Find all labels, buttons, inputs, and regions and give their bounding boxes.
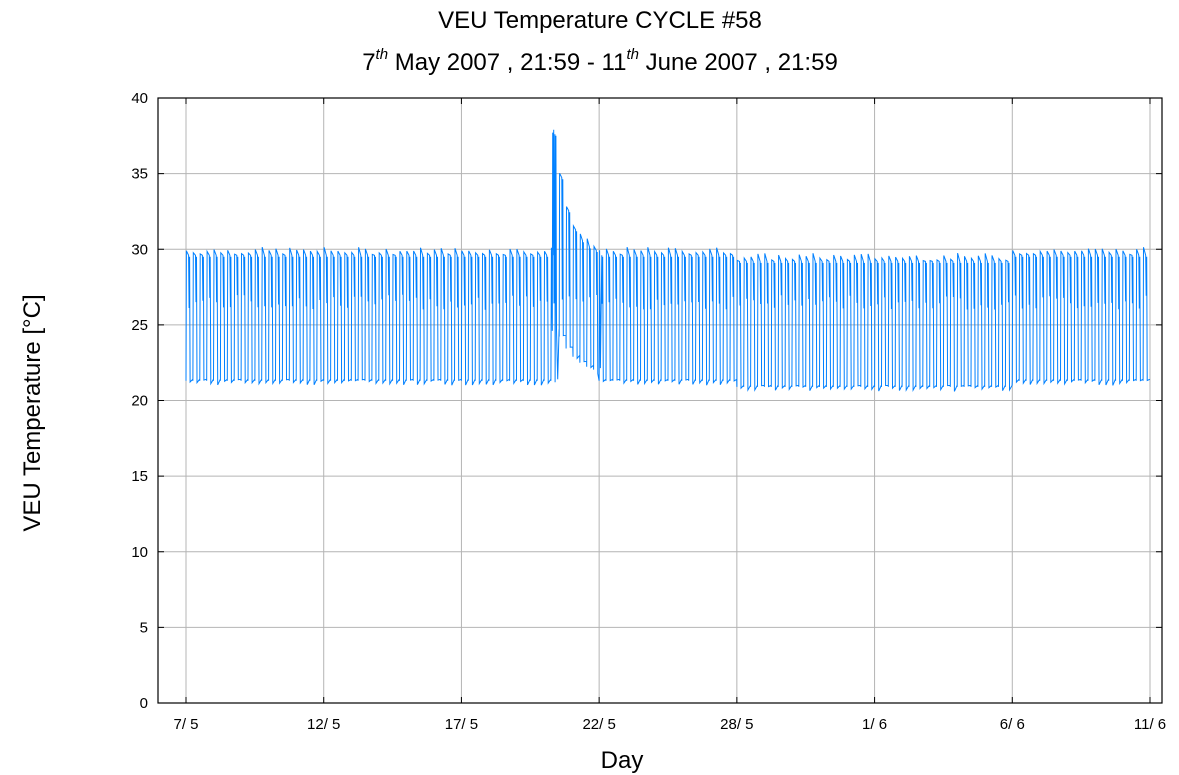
- y-axis-label: VEU Temperature [°C]: [19, 294, 46, 531]
- subtitle-middle: May 2007 , 21:59 - 11: [388, 49, 626, 76]
- x-tick-label: 11/ 6: [1134, 716, 1166, 733]
- y-tick-label: 40: [131, 90, 148, 107]
- y-tick-label: 35: [131, 166, 148, 183]
- grid: [158, 98, 1162, 703]
- ticks: 0 5 10 15 20 25 30 35 40 7/ 5 12/ 5 17/ 5 22/ 5 28/ 5…: [131, 90, 1166, 733]
- y-tick-label: 0: [140, 695, 148, 712]
- x-tick-label: 22/ 5: [582, 716, 615, 733]
- y-tick-label: 10: [131, 544, 148, 561]
- subtitle-start-day: 7: [362, 49, 375, 76]
- y-tick-label: 5: [140, 619, 148, 636]
- y-tick-label: 15: [131, 468, 148, 485]
- x-tick-label: 17/ 5: [445, 716, 478, 733]
- x-tick-label: 6/ 6: [1000, 716, 1025, 733]
- x-tick-label: 28/ 5: [720, 716, 753, 733]
- x-tick-label: 7/ 5: [173, 716, 198, 733]
- chart-subtitle: 7th May 2007 , 21:59 - 11th June 2007 , …: [362, 46, 838, 76]
- series-layer: [185, 129, 1151, 393]
- x-tick-label: 12/ 5: [307, 716, 340, 733]
- chart-title: VEU Temperature CYCLE #58: [438, 7, 762, 34]
- x-axis-label: Day: [601, 747, 644, 774]
- x-tick-label: 1/ 6: [862, 716, 887, 733]
- y-tick-label: 30: [131, 241, 148, 258]
- temperature-series-line: [185, 129, 1151, 393]
- subtitle-end-sup: th: [626, 46, 639, 63]
- subtitle-end: June 2007 , 21:59: [639, 49, 838, 76]
- subtitle-start-sup: th: [376, 46, 389, 63]
- y-tick-label: 20: [131, 393, 148, 410]
- y-tick-label: 25: [131, 317, 148, 334]
